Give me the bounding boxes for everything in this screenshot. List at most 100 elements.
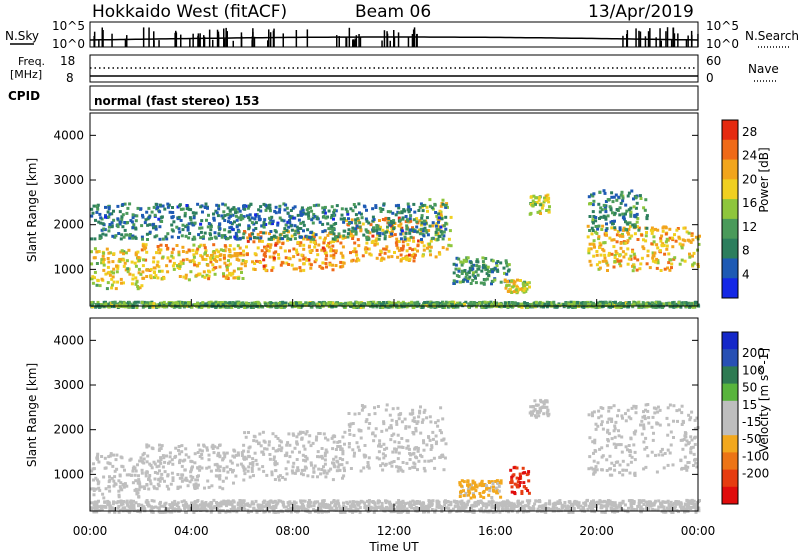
power-cell [548, 205, 551, 208]
power-cell [207, 214, 210, 217]
power-cell [335, 303, 338, 306]
power-cell [233, 236, 236, 239]
power-cell [361, 216, 364, 219]
power-cell [171, 235, 174, 238]
velocity-cell [180, 450, 183, 453]
power-cell [483, 282, 486, 285]
power-cell [242, 277, 245, 280]
freq-tick-top: 18 [60, 54, 75, 68]
power-cell [437, 221, 440, 224]
power-cell [173, 268, 176, 271]
velocity-cell [408, 448, 411, 451]
velocity-cell [666, 434, 669, 437]
power-cell [382, 218, 385, 221]
power-cell [605, 260, 608, 263]
power-cell [466, 273, 469, 276]
power-heatmap-data [90, 189, 701, 309]
velocity-cell [445, 442, 448, 445]
power-cell [406, 218, 409, 221]
power-cell [442, 237, 445, 240]
power-cell [224, 301, 227, 304]
freq-label-line1: Freq. [18, 55, 45, 68]
velocity-cell [606, 438, 609, 441]
velocity-cell [419, 405, 422, 408]
power-cell [118, 303, 121, 306]
velocity-cell [654, 454, 657, 457]
velocity-cell [401, 470, 404, 473]
power-cell [297, 227, 300, 230]
power-cell [102, 269, 105, 272]
velocity-cell [609, 455, 612, 458]
power-cell [423, 249, 426, 252]
power-cell [152, 260, 155, 263]
velocity-cell [620, 443, 623, 446]
power-cell [592, 222, 595, 225]
power-cell [222, 272, 225, 275]
velocity-cell [478, 492, 481, 495]
velocity-cell [432, 438, 435, 441]
velocity-cell [251, 467, 254, 470]
power-cell [261, 249, 264, 252]
velocity-cell [123, 486, 126, 489]
noise-sky-bar [408, 37, 410, 47]
power-cell [181, 234, 184, 237]
velocity-cell [304, 459, 307, 462]
power-cell [234, 208, 237, 211]
velocity-cell [533, 399, 536, 402]
power-cell [286, 207, 289, 210]
velocity-cell [324, 475, 327, 478]
power-cell [262, 231, 265, 234]
velocity-cell [404, 427, 407, 430]
velocity-cell [219, 444, 222, 447]
velocity-cell [516, 484, 519, 487]
power-cell [475, 260, 478, 263]
power-cell [134, 227, 137, 230]
velocity-cell [160, 447, 163, 450]
power-cell [149, 302, 152, 305]
velocity-cell [606, 444, 609, 447]
power-cell [656, 246, 659, 249]
power-cell [624, 228, 627, 231]
power-cell [259, 237, 262, 240]
power-cell [321, 206, 324, 209]
power-cell [269, 256, 272, 259]
velocity-cell [137, 496, 140, 499]
power-cell [412, 203, 415, 206]
velocity-cell [588, 455, 591, 458]
power-cell [400, 260, 403, 263]
power-cell [204, 246, 207, 249]
power-cell [202, 235, 205, 238]
velocity-cell [675, 409, 678, 412]
power-cell [402, 240, 405, 243]
power-cell [614, 301, 617, 304]
power-cell [617, 260, 620, 263]
velocity-cell [348, 442, 351, 445]
power-cell [291, 264, 294, 267]
velocity-cell [372, 439, 375, 442]
power-cell [90, 215, 93, 218]
power-cell [308, 245, 311, 248]
power-cell [691, 238, 694, 241]
velocity-cell [423, 467, 426, 470]
power-cell [231, 254, 234, 257]
power-cell [421, 255, 424, 258]
power-cell [252, 240, 255, 243]
velocity-cell [640, 420, 643, 423]
power-cell [606, 264, 609, 267]
velocity-cell [109, 462, 112, 465]
power-cell [179, 275, 182, 278]
velocity-cell [171, 472, 174, 475]
velocity-cell [262, 453, 265, 456]
power-cell [365, 228, 368, 231]
velocity-cell [287, 460, 290, 463]
velocity-cell [197, 444, 200, 447]
velocity-cell [495, 487, 498, 490]
velocity-cell [158, 478, 161, 481]
power-cell [275, 230, 278, 233]
noise-sky-bar [360, 37, 362, 47]
power-cell [159, 204, 162, 207]
power-cell [547, 303, 550, 306]
power-cell [319, 221, 322, 224]
velocity-cell [323, 432, 326, 435]
velocity-cell [420, 455, 423, 458]
